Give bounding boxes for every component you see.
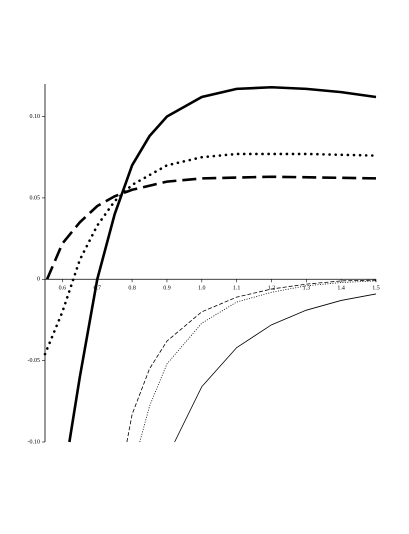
line-series — [68, 85, 377, 443]
x-tick-label: 1.4 — [337, 286, 345, 292]
y-tick-label: -0.10 — [28, 439, 41, 445]
y-tick-label: 0.10 — [30, 114, 41, 120]
x-tick-label: 0.9 — [163, 286, 171, 292]
line-series — [139, 280, 377, 443]
x-tick-label: 0.8 — [128, 286, 136, 292]
x-tick-label: 1.1 — [233, 286, 241, 292]
line-series — [45, 175, 377, 280]
line-series — [126, 279, 377, 443]
y-tick-label: 0.05 — [30, 195, 41, 201]
y-tick-label: -0.05 — [28, 358, 41, 364]
line-series — [174, 293, 377, 443]
line-series — [43, 152, 378, 356]
x-tick-label: 0.6 — [59, 286, 67, 292]
x-tick-label: 1.0 — [198, 286, 206, 292]
x-tick-label: 0.7 — [94, 286, 102, 292]
x-tick-label: 1.3 — [303, 286, 311, 292]
x-tick-label: 1.5 — [372, 286, 380, 292]
y-tick-label: 0 — [37, 277, 40, 283]
